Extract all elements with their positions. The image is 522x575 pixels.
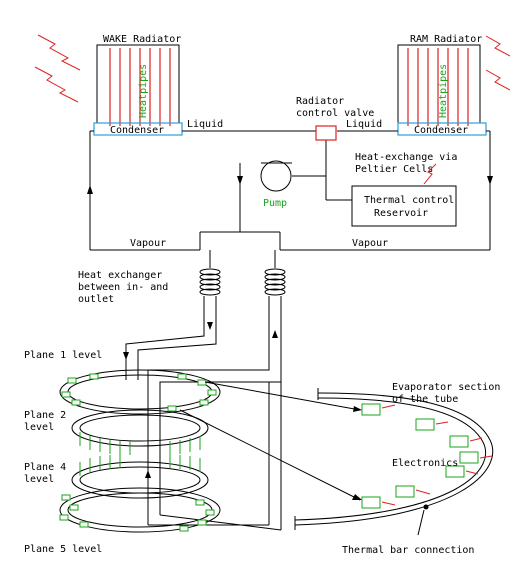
plane2-label-line2: level	[24, 422, 54, 433]
radiator-control-valve	[315, 125, 337, 141]
hx-label-line1: Heat exchanger	[78, 270, 162, 281]
heatpipes-left-label: Heatpipes	[138, 64, 149, 118]
wake-heat-arrows	[34, 34, 81, 103]
hx-label-line3: outlet	[78, 294, 114, 305]
peltier-arrow	[423, 163, 437, 185]
plane5-label: Plane 5 level	[24, 544, 102, 555]
heatpipes-right-label: Heatpipes	[438, 64, 449, 118]
ram-radiator: RAM Radiator Heatpipes	[397, 34, 482, 126]
plane2-label-line1: Plane 2	[24, 410, 66, 421]
peltier-label-line2: Peltier Cells	[355, 164, 433, 175]
ram-heat-arrows	[485, 35, 511, 91]
ring-electronics	[59, 373, 217, 532]
evaporator-label-line2: of the tube	[392, 394, 458, 405]
peltier-label-line1: Heat-exchange via	[355, 152, 457, 163]
reservoir-label-line1: Thermal control	[364, 195, 454, 206]
condenser-left-label: Condenser	[110, 125, 164, 136]
loop-arrows	[87, 176, 493, 194]
valve-label-line2: control valve	[296, 108, 374, 119]
valve-label-line1: Radiator	[296, 96, 344, 107]
hx-label-line2: between in- and	[78, 282, 168, 293]
plane-rings	[59, 369, 221, 533]
pointer-arrowheads	[352, 406, 362, 500]
wake-radiator: WAKE Radiator Heatpipes	[96, 34, 181, 126]
thermal-bar-dot	[423, 504, 429, 510]
evaporator-label-line1: Evaporator section	[392, 382, 500, 393]
thermal-bar-label: Thermal bar connection	[342, 545, 474, 556]
riser-tubes	[125, 296, 282, 531]
tube-arrows	[123, 322, 278, 478]
condenser-left	[93, 122, 183, 136]
vapour-left-label: Vapour	[130, 238, 166, 249]
plane4-label-line2: level	[24, 474, 54, 485]
plane4-label-line1: Plane 4	[24, 462, 66, 473]
thermal-bar-pointer	[417, 509, 425, 536]
main-loop	[89, 130, 491, 251]
condenser-right	[397, 122, 487, 136]
detail-heat-arrows	[381, 404, 493, 506]
thermal-control-reservoir	[351, 185, 457, 227]
evaporator-section	[179, 381, 494, 530]
plane-fins	[79, 432, 201, 476]
ram-radiator-label: RAM Radiator	[410, 34, 482, 45]
condenser-right-label: Condenser	[414, 125, 468, 136]
pump	[260, 160, 292, 192]
electronics-label: Electronics	[392, 458, 458, 469]
liquid-right-label: Liquid	[346, 119, 382, 130]
vapour-right-label: Vapour	[352, 238, 388, 249]
wake-radiator-label: WAKE Radiator	[103, 34, 181, 45]
detail-electronics	[361, 403, 479, 509]
heat-exchanger	[199, 250, 286, 296]
liquid-left-label: Liquid	[187, 119, 223, 130]
plane1-label: Plane 1 level	[24, 350, 102, 361]
pump-label: Pump	[263, 198, 287, 209]
reservoir-label-line2: Reservoir	[374, 208, 428, 219]
